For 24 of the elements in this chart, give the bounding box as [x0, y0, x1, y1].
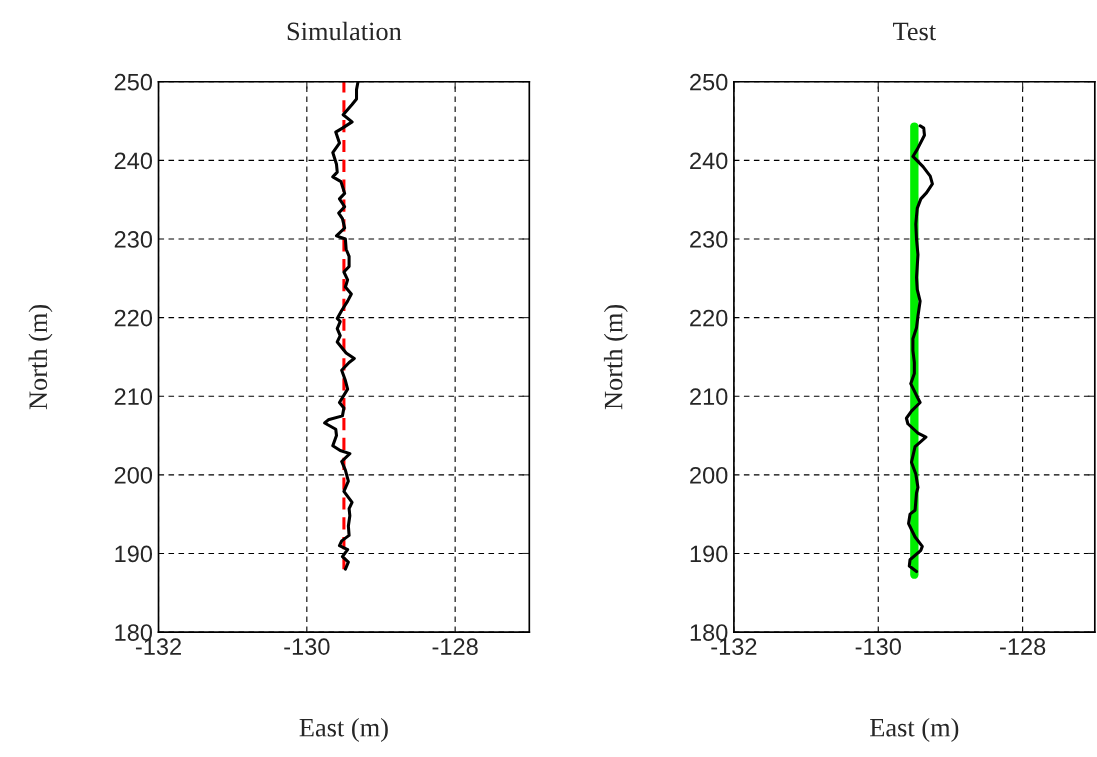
- y-axis-title: North (m): [28, 304, 53, 410]
- y-tick-label: 200: [114, 466, 153, 484]
- y-tick-label: 190: [115, 545, 153, 563]
- y-tick-label: 250: [690, 73, 728, 91]
- y-tick-label: 210: [114, 388, 153, 406]
- y-tick-label: 230: [114, 231, 153, 248]
- x-axis-title: East (m): [870, 717, 959, 742]
- y-tick-label: 240: [690, 152, 728, 170]
- x-tick-label: -130: [284, 638, 330, 655]
- chart-title: Test: [893, 22, 936, 41]
- y-tick-label: 220: [690, 309, 728, 327]
- x-axis-title: East (m): [299, 717, 388, 742]
- y-axis-title: North (m): [603, 304, 628, 410]
- x-tick-label: -130: [855, 638, 901, 655]
- y-tick-label: 200: [690, 466, 728, 484]
- chart-title: Simulation: [287, 21, 402, 41]
- y-tick-label: 250: [114, 73, 153, 91]
- y-tick-label: 220: [114, 309, 153, 327]
- y-tick-label: 240: [114, 152, 153, 170]
- y-tick-label: 210: [690, 388, 728, 406]
- y-tick-label: 190: [690, 545, 728, 563]
- x-tick-label: -128: [1000, 638, 1046, 655]
- y-tick-label: 230: [690, 231, 728, 248]
- x-tick-label: -128: [432, 638, 478, 655]
